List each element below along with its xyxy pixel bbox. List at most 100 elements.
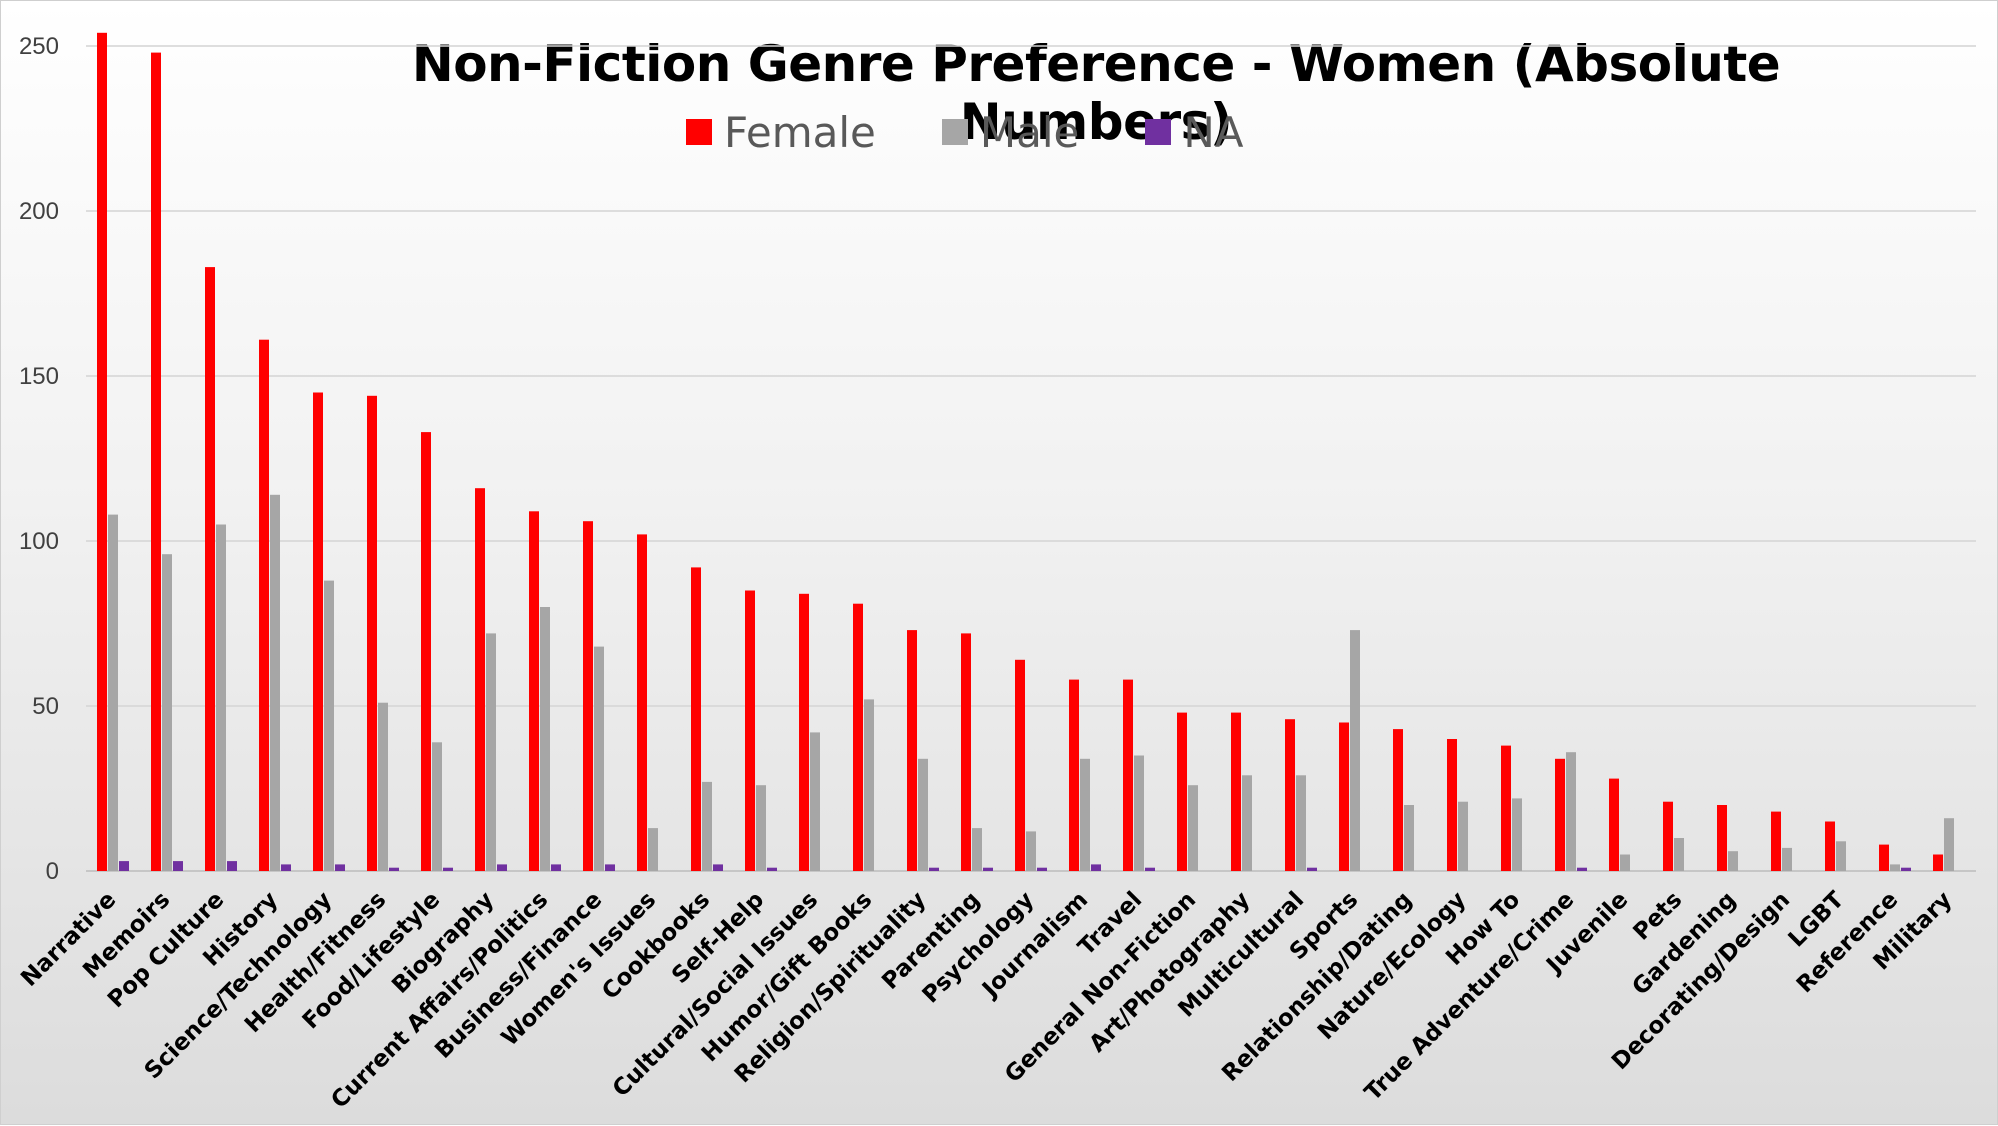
bar-female-27 [1555,758,1565,871]
bar-na-22 [1307,867,1317,871]
legend-item-male: Male [941,107,1080,157]
bar-male-23 [1350,630,1360,871]
legend-label-na: NA [1183,107,1244,157]
bar-na-7 [497,864,507,871]
legend-swatch-na [1145,119,1172,145]
bar-na-4 [335,864,345,871]
legend-item-na: NA [1145,107,1244,157]
bar-female-12 [745,590,755,871]
bar-male-32 [1836,841,1846,871]
y-tick-label: 50 [32,693,59,720]
bar-male-1 [162,554,172,871]
bar-male-21 [1242,775,1252,871]
bar-female-29 [1663,801,1673,871]
bar-male-6 [432,742,442,871]
bar-female-14 [853,603,863,871]
y-tick-label: 0 [46,858,59,885]
bar-female-9 [583,521,593,871]
bar-male-28 [1620,854,1630,871]
bar-na-5 [389,867,399,871]
bar-male-16 [972,828,982,871]
bar-male-22 [1296,775,1306,871]
bar-female-8 [529,511,539,871]
bar-male-17 [1026,831,1036,871]
bar-na-18 [1091,864,1101,871]
bar-female-23 [1339,722,1349,871]
bar-male-10 [648,828,658,871]
bar-male-27 [1566,752,1576,871]
y-tick-label: 150 [19,363,59,390]
bar-na-15 [929,867,939,871]
bar-na-8 [551,864,561,871]
bar-na-17 [1037,867,1047,871]
bar-female-0 [97,32,107,872]
bar-na-9 [605,864,615,871]
bar-male-30 [1728,851,1738,871]
bar-na-19 [1145,867,1155,871]
bar-na-2 [227,861,237,871]
bar-female-18 [1069,679,1079,871]
bar-female-6 [421,432,431,871]
bar-male-7 [486,633,496,871]
bar-na-0 [119,861,129,871]
bar-male-0 [108,514,118,871]
bar-male-5 [378,702,388,871]
bar-female-1 [151,52,161,872]
bar-male-25 [1458,801,1468,871]
bar-female-13 [799,593,809,871]
bar-female-4 [313,392,323,871]
bar-female-2 [205,267,215,872]
bar-female-21 [1231,712,1241,871]
bar-female-5 [367,395,377,871]
bar-na-27 [1577,867,1587,871]
bar-female-28 [1609,778,1619,871]
bar-na-16 [983,867,993,871]
bar-female-33 [1879,844,1889,871]
bar-na-11 [713,864,723,871]
legend-label-male: Male [979,107,1080,157]
y-tick-label: 100 [19,528,59,555]
bar-male-24 [1404,805,1414,871]
bar-male-8 [540,607,550,871]
bar-female-25 [1447,739,1457,871]
bar-na-6 [443,867,453,871]
bar-female-34 [1933,854,1943,871]
bar-male-15 [918,758,928,871]
bar-male-31 [1782,847,1792,871]
bar-na-3 [281,864,291,871]
bar-male-11 [702,781,712,871]
chart-title: Non-Fiction Genre Preference - Women (Ab… [411,35,1781,151]
legend-label-female: Female [724,107,876,157]
bar-male-3 [270,494,280,871]
bar-female-31 [1771,811,1781,871]
bar-male-18 [1080,758,1090,871]
bar-na-12 [767,867,777,871]
bar-female-19 [1123,679,1133,871]
bar-female-32 [1825,821,1835,871]
bar-female-3 [259,339,269,871]
legend: Female Male NA [686,106,1244,158]
legend-swatch-male [941,119,968,145]
bar-female-30 [1717,805,1727,871]
legend-item-female: Female [686,108,876,157]
bar-male-29 [1674,838,1684,871]
bar-male-14 [864,699,874,871]
legend-swatch-female [686,119,712,145]
bar-male-26 [1512,798,1522,871]
bar-na-1 [173,861,183,871]
bar-female-17 [1015,659,1025,871]
bar-female-20 [1177,712,1187,871]
y-tick-label: 250 [19,33,59,60]
bar-male-2 [216,524,226,871]
bar-female-7 [475,488,485,871]
bar-male-33 [1890,864,1900,871]
bar-male-19 [1134,755,1144,871]
bar-female-11 [691,567,701,871]
bar-female-16 [961,633,971,871]
bar-male-4 [324,580,334,871]
bar-female-10 [637,534,647,871]
bar-male-34 [1944,818,1954,871]
bar-female-24 [1393,729,1403,871]
